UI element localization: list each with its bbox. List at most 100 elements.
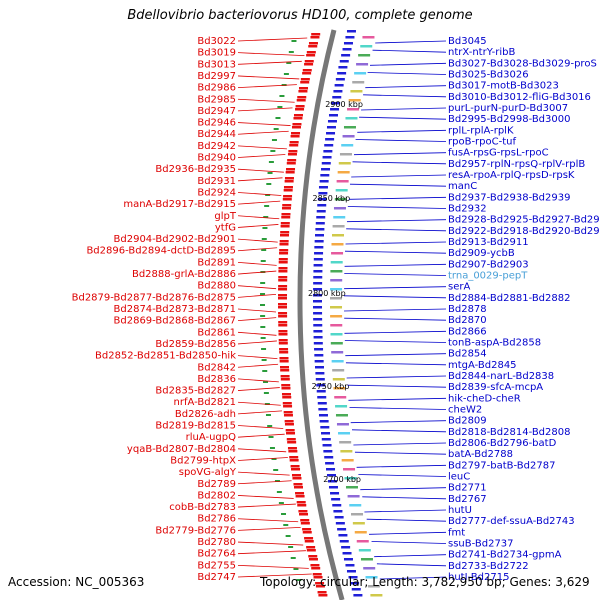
left-gene-label: Bd2755 <box>197 560 236 571</box>
gc-mark <box>270 150 276 152</box>
feature-mark <box>352 522 365 525</box>
left-leader-line <box>237 130 289 135</box>
forward-gene-mark <box>341 546 351 549</box>
left-gene-label: Bd2880 <box>197 281 236 292</box>
right-leader-line <box>366 518 447 522</box>
reverse-gene-mark <box>280 375 290 378</box>
left-gene-label: manA-Bd2917-Bd2915 <box>123 199 236 210</box>
forward-gene-mark <box>313 330 323 333</box>
forward-gene-mark <box>313 300 322 303</box>
forward-gene-mark <box>332 504 342 507</box>
reverse-gene-mark <box>313 576 323 579</box>
reverse-gene-mark <box>285 429 295 432</box>
reverse-gene-mark <box>302 72 312 75</box>
forward-gene-mark <box>321 438 331 441</box>
forward-gene-mark <box>313 258 323 261</box>
right-leader-line <box>348 196 447 200</box>
reverse-gene-mark <box>278 285 288 288</box>
right-leader-line <box>344 250 447 254</box>
reverse-gene-mark <box>280 222 290 225</box>
forward-gene-mark <box>345 564 355 567</box>
reverse-gene-mark <box>291 474 301 477</box>
reverse-gene-mark <box>295 492 305 495</box>
accession-label: Accession: NC_005363 <box>8 575 145 589</box>
reverse-gene-mark <box>279 243 289 246</box>
forward-gene-mark <box>320 174 330 177</box>
forward-gene-mark <box>320 426 330 429</box>
right-leader-line <box>344 273 447 276</box>
right-leader-line <box>361 107 447 111</box>
left-leader-line <box>237 550 306 555</box>
reverse-gene-mark <box>279 249 289 252</box>
forward-gene-mark <box>316 390 326 393</box>
forward-gene-mark <box>319 180 329 183</box>
feature-mark <box>354 531 367 534</box>
reverse-gene-mark <box>283 189 293 192</box>
right-gene-label: Bd2909-ycbB <box>448 248 515 259</box>
left-leader-line <box>237 122 291 126</box>
right-gene-label: Bd2995-Bd2998-Bd3000 <box>448 114 570 125</box>
tick-label: 2800 kbp <box>308 289 346 298</box>
reverse-gene-mark <box>283 186 293 189</box>
left-leader-line <box>237 200 281 205</box>
feature-mark <box>356 63 369 66</box>
gc-mark <box>260 304 266 306</box>
gc-mark <box>260 282 266 284</box>
forward-gene-mark <box>330 492 340 495</box>
feature-mark <box>331 252 344 255</box>
reverse-gene-mark <box>284 177 294 180</box>
right-leader-line <box>358 474 447 477</box>
forward-gene-mark <box>313 282 323 285</box>
left-gene-label: Bd2786 <box>197 514 236 525</box>
feature-mark <box>362 36 375 39</box>
forward-gene-mark <box>322 156 332 159</box>
right-leader-line <box>344 330 447 334</box>
right-gene-label: Bd2777-def-ssuA-Bd2743 <box>448 516 575 527</box>
forward-gene-mark <box>314 240 324 243</box>
right-leader-line <box>344 286 447 290</box>
left-leader-line <box>237 238 278 243</box>
forward-gene-mark <box>337 528 347 531</box>
gc-mark <box>263 392 269 394</box>
reverse-gene-mark <box>295 495 305 498</box>
left-gene-label: Bd2942 <box>197 141 236 152</box>
right-gene-label: Bd2844-narL-Bd2838 <box>448 371 554 382</box>
left-gene-label: Bd2985 <box>197 94 236 105</box>
right-leader-line <box>372 49 447 53</box>
forward-gene-mark <box>315 372 325 375</box>
forward-gene-mark <box>348 576 358 579</box>
left-leader-line <box>237 75 300 80</box>
reverse-gene-mark <box>278 267 288 270</box>
left-leader-line <box>237 247 278 252</box>
forward-gene-mark <box>315 234 324 237</box>
forward-gene-mark <box>313 336 323 339</box>
feature-mark <box>343 468 356 471</box>
forward-gene-mark <box>321 162 331 165</box>
gc-mark <box>271 139 277 141</box>
right-leader-line <box>345 353 447 357</box>
feature-mark <box>331 243 344 246</box>
feature-mark <box>345 486 358 489</box>
forward-gene-mark <box>316 216 326 219</box>
gc-mark <box>275 117 281 119</box>
reverse-gene-mark <box>281 384 291 387</box>
reverse-gene-mark <box>280 366 289 369</box>
reverse-gene-mark <box>278 279 288 282</box>
forward-gene-mark <box>313 324 323 327</box>
right-gene-label: Bd2878 <box>448 304 487 315</box>
forward-gene-mark <box>319 420 329 423</box>
right-leader-line <box>345 362 447 366</box>
reverse-gene-mark <box>293 114 303 117</box>
feature-mark <box>365 576 378 579</box>
forward-gene-mark <box>337 72 347 75</box>
left-leader-line <box>237 168 284 173</box>
feature-mark <box>330 261 343 264</box>
feature-mark <box>330 333 343 336</box>
reverse-gene-mark <box>292 123 302 126</box>
forward-gene-mark <box>313 312 323 315</box>
forward-gene-mark <box>318 408 328 411</box>
feature-mark <box>360 45 373 48</box>
left-leader-line <box>237 564 309 569</box>
left-gene-label: Bd2944 <box>197 129 236 140</box>
reverse-gene-mark <box>291 132 301 135</box>
